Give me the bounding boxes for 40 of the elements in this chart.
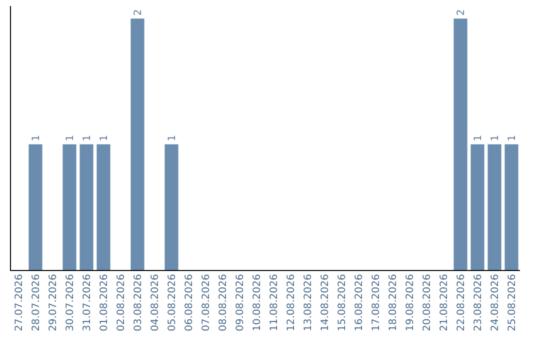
x-tick-label: 28.07.2026 [31,274,42,332]
x-tick-label: 02.08.2026 [116,274,127,332]
x-tick-label: 18.08.2026 [388,274,399,332]
x-tick-label: 31.07.2026 [82,274,93,332]
x-tick-label: 09.08.2026 [235,274,246,332]
x-tick-label: 01.08.2026 [99,274,110,332]
x-tick-label: 19.08.2026 [405,274,416,332]
data-label: 1 [82,134,93,142]
x-tick-label: 11.08.2026 [269,274,280,332]
x-tick-label: 13.08.2026 [303,274,314,332]
x-tick-label: 27.07.2026 [14,274,25,332]
x-tick-label: 04.08.2026 [150,274,161,332]
x-tick-label: 10.08.2026 [252,274,263,332]
x-tick-label: 24.08.2026 [490,274,501,332]
x-tick-label: 30.07.2026 [65,274,76,332]
data-label: 1 [31,134,42,142]
x-tick-label: 06.08.2026 [184,274,195,332]
data-label: 1 [65,134,76,142]
data-label: 1 [490,134,501,142]
data-label: 2 [133,9,144,16]
x-tick-label: 29.07.2026 [48,274,59,332]
data-label: 1 [99,134,110,142]
x-tick-label: 14.08.2026 [320,274,331,332]
data-label: 2 [456,9,467,16]
x-tick-label: 22.08.2026 [456,274,467,332]
x-tick-label: 12.08.2026 [286,274,297,332]
x-tick-label: 21.08.2026 [439,274,450,332]
x-tick-label: 15.08.2026 [337,274,348,332]
x-tick-label: 17.08.2026 [371,274,382,332]
data-label: 1 [507,134,518,142]
x-tick-label: 23.08.2026 [473,274,484,332]
x-tick-label: 03.08.2026 [133,274,144,332]
data-label: 1 [473,134,484,142]
x-tick-label: 20.08.2026 [422,274,433,332]
x-tick-label: 25.08.2026 [507,274,518,332]
x-tick-label: 16.08.2026 [354,274,365,332]
x-tick-label: 05.08.2026 [167,274,178,332]
data-label: 1 [167,134,178,142]
x-tick-label: 08.08.2026 [218,274,229,332]
x-tick-label: 07.08.2026 [201,274,212,332]
